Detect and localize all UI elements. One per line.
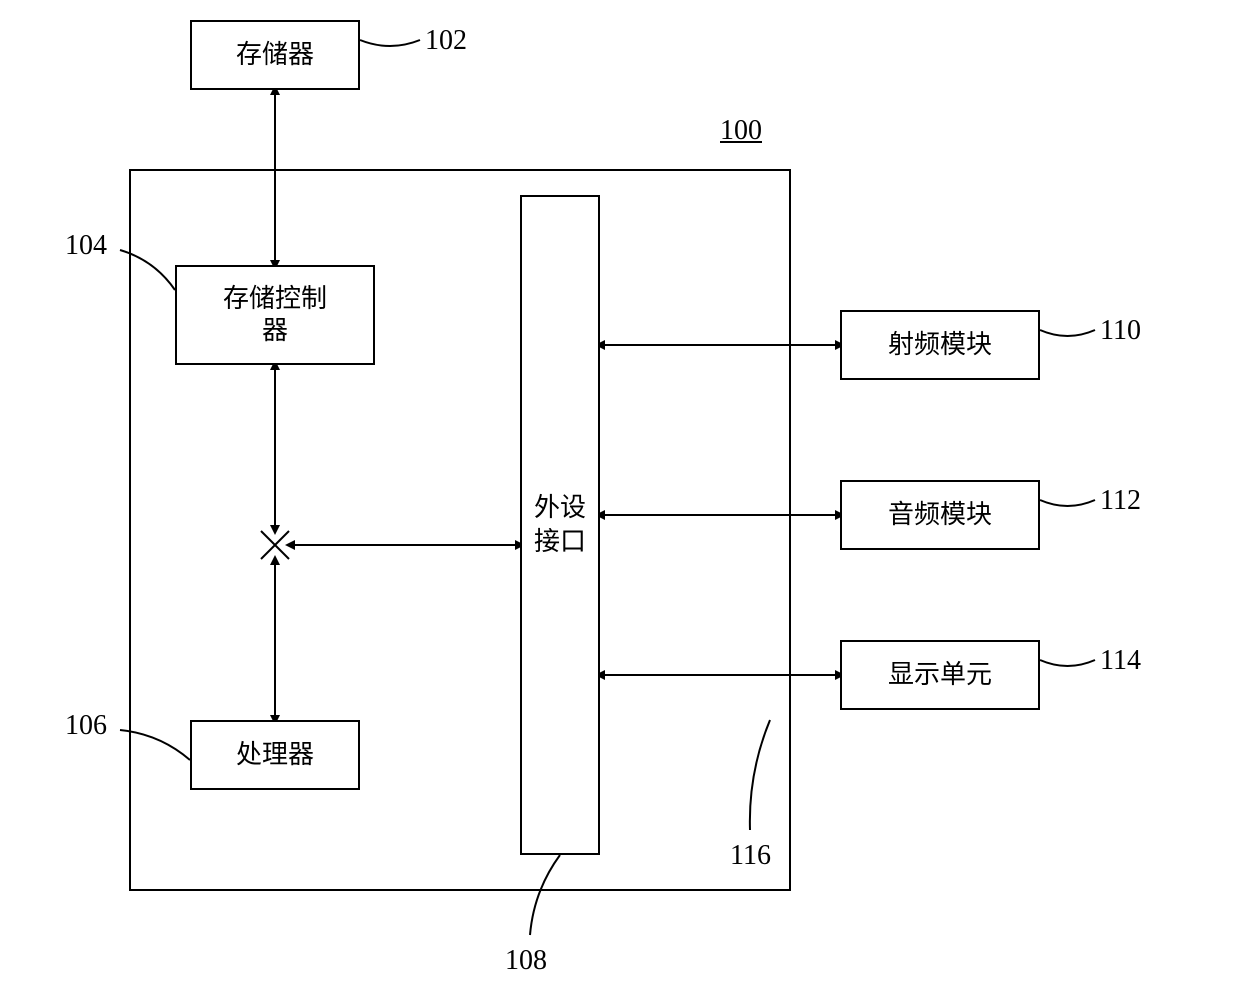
block-audio-label: 音频模块 — [888, 499, 992, 532]
block-audio: 音频模块 — [840, 480, 1040, 550]
ref-memory: 102 — [425, 25, 467, 57]
block-processor: 处理器 — [190, 720, 360, 790]
ref-display: 114 — [1100, 645, 1141, 677]
block-periph-label: 外设接口 — [534, 491, 586, 559]
block-rf: 射频模块 — [840, 310, 1040, 380]
ref-touch: 116 — [730, 840, 771, 872]
block-processor-label: 处理器 — [236, 739, 314, 772]
ref-processor: 106 — [65, 710, 107, 742]
ref-audio: 112 — [1100, 485, 1141, 517]
block-display: 显示单元 — [840, 640, 1040, 710]
block-memctrl: 存储控制器 — [175, 265, 375, 365]
junction-tick — [261, 531, 289, 559]
block-periph: 外设接口 — [520, 195, 600, 855]
ref-main: 100 — [720, 115, 762, 147]
diagram-stage: 存储器存储控制器处理器 外设接口 射频模块音频模块显示单元 102 104 106 108 1… — [0, 0, 1240, 1004]
block-display-label: 显示单元 — [888, 659, 992, 692]
ref-periph: 108 — [505, 945, 547, 977]
block-memory: 存储器 — [190, 20, 360, 90]
block-memory-label: 存储器 — [236, 39, 314, 72]
ref-rf: 110 — [1100, 315, 1141, 347]
ref-memctrl: 104 — [65, 230, 107, 262]
block-memctrl-label: 存储控制器 — [223, 283, 327, 348]
block-rf-label: 射频模块 — [888, 329, 992, 362]
diagram-svg — [0, 0, 1240, 1004]
